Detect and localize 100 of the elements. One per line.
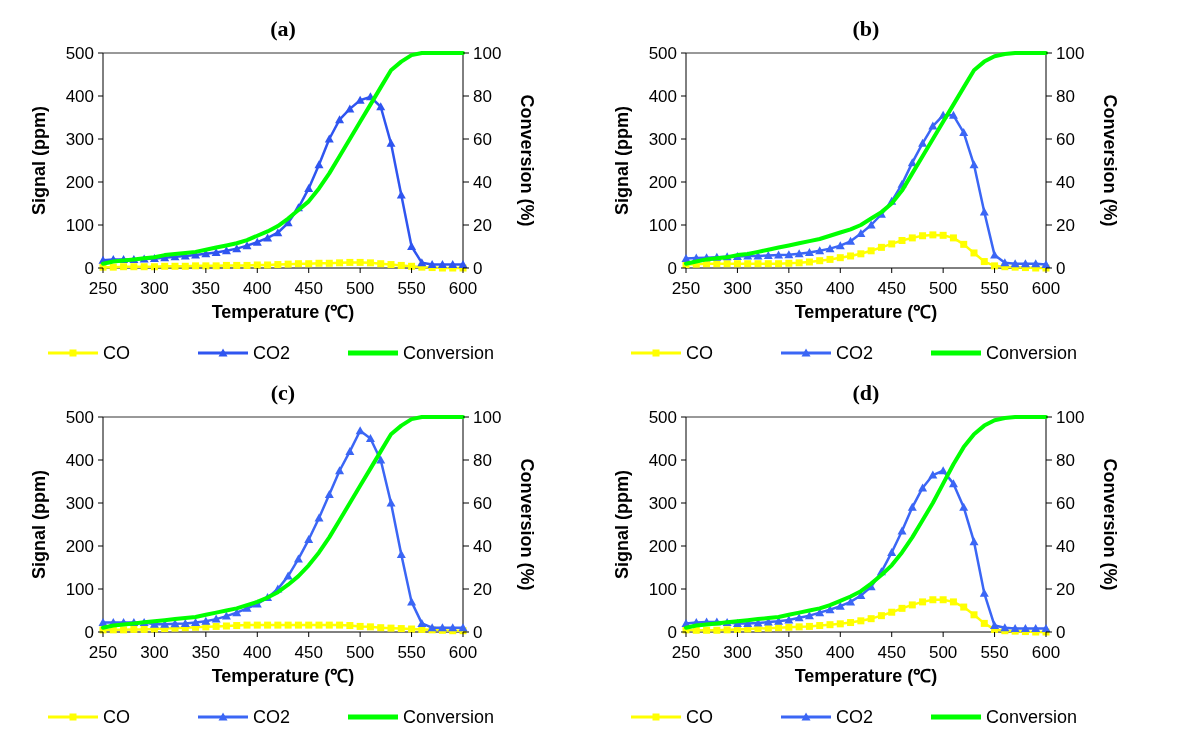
y-tick-label: 300 (65, 129, 94, 149)
x-tick-label: 350 (774, 643, 804, 662)
y2-tick-label: 80 (1056, 86, 1075, 106)
x-tick-label: 300 (723, 279, 752, 298)
x-axis-title: Temperature (℃) (211, 302, 355, 322)
legend-label: CO (103, 343, 130, 364)
y-tick-label: 100 (65, 215, 94, 235)
x-tick-label: 550 (980, 643, 1009, 662)
y-tick-label: 500 (648, 43, 677, 63)
x-tick-label: 450 (294, 643, 323, 662)
y-tick-label: 400 (648, 450, 677, 470)
y2-tick-label: 80 (473, 450, 492, 470)
chart-title: (c) (270, 380, 296, 405)
x-axis-title: Temperature (℃) (794, 666, 938, 686)
y2-tick-label: 100 (473, 407, 502, 427)
chart-title: (a) (270, 16, 296, 41)
y2-tick-label: 80 (473, 86, 492, 106)
x-tick-label: 500 (928, 279, 958, 298)
x-axis-title: Temperature (℃) (794, 302, 938, 322)
x-tick-label: 250 (88, 643, 118, 662)
y-tick-label: 100 (648, 215, 677, 235)
legend-label: CO2 (836, 343, 874, 364)
y2-tick-label: 20 (473, 579, 492, 599)
y2-axis-title: Conversion (%) (517, 458, 537, 591)
x-tick-label: 550 (397, 643, 426, 662)
y2-tick-label: 40 (473, 536, 492, 556)
x-tick-label: 250 (671, 279, 701, 298)
legend-label: Conversion (403, 343, 495, 364)
y2-tick-label: 0 (1056, 258, 1066, 278)
y-tick-label: 500 (648, 407, 677, 427)
x-tick-label: 300 (140, 279, 169, 298)
x-tick-label: 500 (928, 643, 958, 662)
y-tick-label: 0 (84, 258, 94, 278)
x-tick-label: 250 (671, 643, 701, 662)
y-tick-label: 400 (65, 450, 94, 470)
y-tick-label: 300 (648, 493, 677, 513)
x-tick-label: 350 (191, 643, 221, 662)
x-tick-label: 450 (877, 643, 906, 662)
chart-title: (d) (852, 380, 880, 405)
x-tick-label: 550 (397, 279, 426, 298)
x-tick-label: 400 (243, 279, 272, 298)
y2-tick-label: 100 (473, 43, 502, 63)
x-tick-label: 500 (345, 279, 375, 298)
y-tick-label: 0 (667, 622, 677, 642)
y-tick-label: 300 (65, 493, 94, 513)
x-tick-label: 600 (448, 643, 478, 662)
y2-tick-label: 40 (1056, 172, 1075, 192)
y-tick-label: 500 (65, 407, 94, 427)
y2-tick-label: 40 (1056, 536, 1075, 556)
x-tick-label: 400 (243, 643, 272, 662)
y2-tick-label: 0 (1056, 622, 1066, 642)
x-tick-label: 400 (826, 279, 855, 298)
legend-label: Conversion (403, 707, 495, 728)
legend-label: CO (103, 707, 130, 728)
y-axis-title: Signal (ppm) (29, 470, 49, 579)
x-tick-label: 600 (1031, 279, 1061, 298)
legend-label: Conversion (986, 707, 1078, 728)
y2-tick-label: 100 (1056, 407, 1085, 427)
y2-tick-label: 20 (1056, 579, 1075, 599)
legend-label: CO2 (253, 707, 291, 728)
legend-label: CO2 (836, 707, 874, 728)
y-tick-label: 100 (648, 579, 677, 599)
chart-title: (b) (852, 16, 880, 41)
y2-tick-label: 0 (473, 622, 483, 642)
y2-axis-title: Conversion (%) (1100, 458, 1120, 591)
y2-axis-title: Conversion (%) (517, 94, 537, 227)
x-tick-label: 300 (140, 643, 169, 662)
y-axis-title: Signal (ppm) (29, 106, 49, 215)
x-tick-label: 550 (980, 279, 1009, 298)
y-tick-label: 200 (65, 536, 94, 556)
y-axis-title: Signal (ppm) (612, 106, 632, 215)
y-tick-label: 300 (648, 129, 677, 149)
x-tick-label: 300 (723, 643, 752, 662)
y-tick-label: 100 (65, 579, 94, 599)
y2-tick-label: 60 (473, 493, 492, 513)
x-tick-label: 600 (1031, 643, 1061, 662)
x-tick-label: 350 (191, 279, 221, 298)
y-tick-label: 200 (648, 536, 677, 556)
y2-tick-label: 20 (1056, 215, 1075, 235)
y-tick-label: 200 (648, 172, 677, 192)
legend-label: Conversion (986, 343, 1078, 364)
y-tick-label: 400 (65, 86, 94, 106)
legend-label: CO (686, 707, 713, 728)
x-tick-label: 250 (88, 279, 118, 298)
y-tick-label: 0 (667, 258, 677, 278)
y-tick-label: 400 (648, 86, 677, 106)
y2-tick-label: 60 (1056, 129, 1075, 149)
y-tick-label: 0 (84, 622, 94, 642)
y-tick-label: 500 (65, 43, 94, 63)
x-tick-label: 450 (294, 279, 323, 298)
x-tick-label: 350 (774, 279, 804, 298)
y2-tick-label: 60 (1056, 493, 1075, 513)
x-tick-label: 500 (345, 643, 375, 662)
y2-tick-label: 20 (473, 215, 492, 235)
y2-tick-label: 80 (1056, 450, 1075, 470)
y2-tick-label: 100 (1056, 43, 1085, 63)
x-tick-label: 450 (877, 279, 906, 298)
y-axis-title: Signal (ppm) (612, 470, 632, 579)
x-tick-label: 600 (448, 279, 478, 298)
y2-tick-label: 60 (473, 129, 492, 149)
